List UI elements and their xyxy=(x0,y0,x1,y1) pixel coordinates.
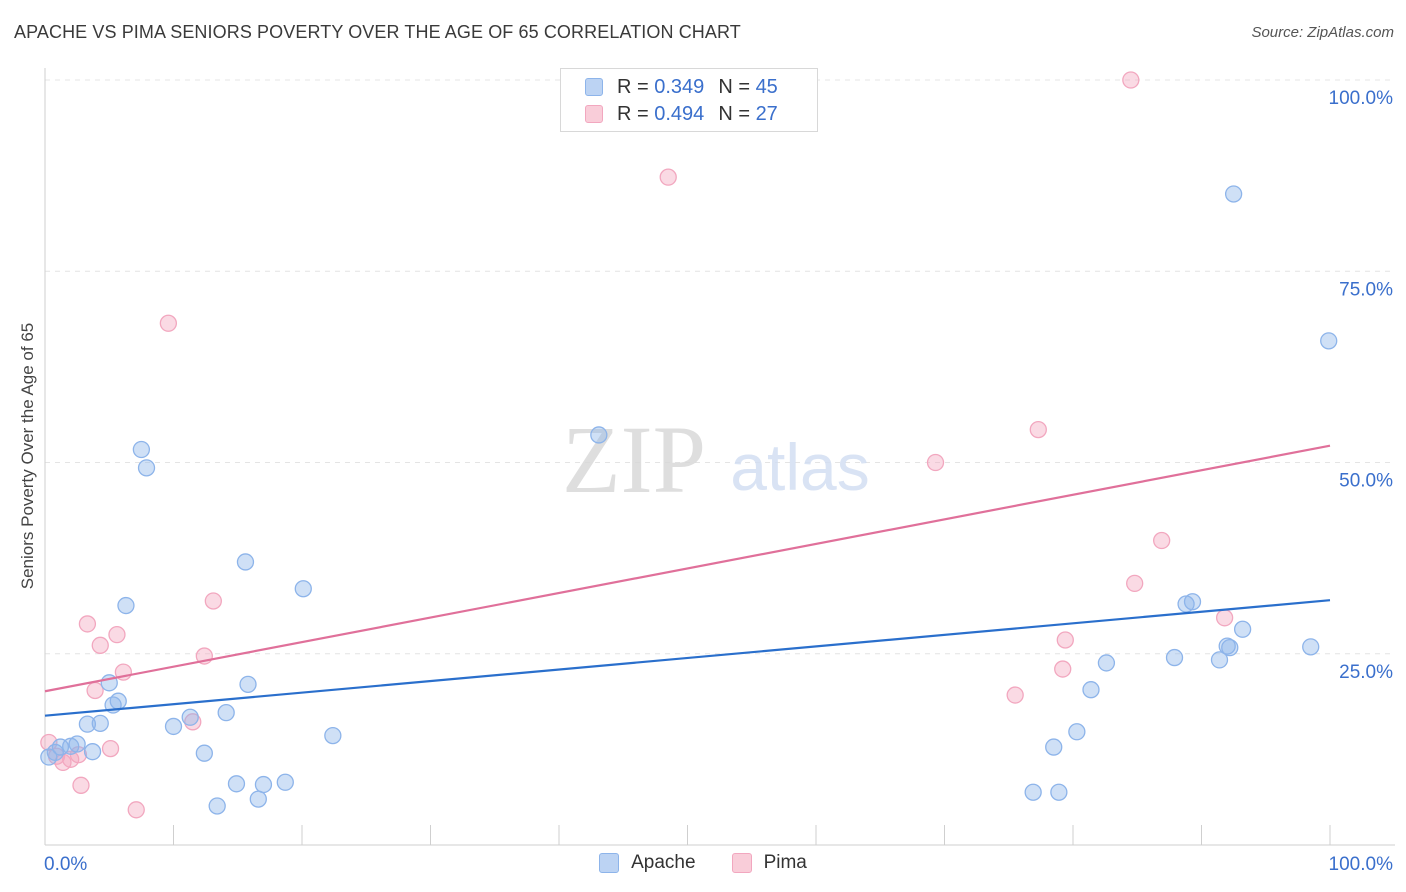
gridlines xyxy=(45,79,1395,655)
apache-n-label: N = xyxy=(718,75,750,98)
pima-n-value: 27 xyxy=(755,102,778,125)
apache-point-10 xyxy=(109,692,127,710)
apache-point-40 xyxy=(1233,620,1252,638)
apache-point-32 xyxy=(1082,681,1100,699)
apache-point-29 xyxy=(1045,738,1063,756)
watermark-zip: ZIP xyxy=(562,406,706,513)
pima-point-5 xyxy=(72,776,90,794)
apache-point-27 xyxy=(590,426,608,444)
watermark: ZIP atlas xyxy=(562,406,870,513)
apache-point-7 xyxy=(91,714,109,733)
legend-item-apache: Apache xyxy=(599,852,696,874)
pima-r-label: R = xyxy=(617,102,649,125)
apache-swatch xyxy=(585,78,603,96)
axes xyxy=(44,68,1395,846)
legend-row-pima: R = 0.494 N = 27 xyxy=(585,101,778,127)
x-tick-label-0: 0.0% xyxy=(44,854,87,875)
pima-point-22 xyxy=(1056,631,1074,649)
y-tick-label-3: 100.0% xyxy=(1329,88,1394,109)
pima-point-23 xyxy=(1126,574,1144,593)
trendlines xyxy=(44,444,1331,717)
apache-point-5 xyxy=(78,715,97,733)
pima-point-14 xyxy=(184,713,202,731)
apache-point-36 xyxy=(1183,593,1202,611)
legend-item-pima: Pima xyxy=(731,852,807,874)
apache-r-label: R = xyxy=(617,75,649,98)
y-tick-label-0: 25.0% xyxy=(1339,662,1393,683)
apache-point-43 xyxy=(1320,332,1338,350)
apache-point-21 xyxy=(239,675,257,693)
pima-point-10 xyxy=(108,625,126,644)
series-legend: Apache Pima xyxy=(0,852,1406,874)
apache-point-30 xyxy=(1050,783,1068,801)
apache-point-33 xyxy=(1097,654,1116,672)
apache-point-25 xyxy=(294,580,312,598)
pima-swatch xyxy=(585,105,603,123)
pima-point-6 xyxy=(78,615,97,633)
apache-point-26 xyxy=(324,726,342,745)
pima-point-25 xyxy=(1153,531,1171,550)
apache-point-42 xyxy=(1302,638,1320,656)
pima-legend-label: Pima xyxy=(763,852,807,873)
apache-point-6 xyxy=(83,743,102,761)
apache-point-19 xyxy=(227,775,246,793)
pima-point-7 xyxy=(86,681,104,700)
tick-labels: 25.0% 50.0% 75.0% 100.0% 0.0% 100.0% xyxy=(44,88,1393,875)
apache-point-14 xyxy=(164,717,183,736)
pima-legend-swatch xyxy=(731,853,752,873)
pima-r-value: 0.494 xyxy=(654,102,705,125)
apache-point-18 xyxy=(217,704,235,722)
apache-r-value: 0.349 xyxy=(654,75,705,98)
apache-legend-swatch xyxy=(599,853,620,873)
pima-point-17 xyxy=(659,168,677,186)
apache-point-22 xyxy=(249,790,267,808)
apache-point-28 xyxy=(1024,783,1042,801)
x-tick-label-1: 100.0% xyxy=(1329,854,1394,875)
apache-point-34 xyxy=(1165,648,1184,667)
apache-points xyxy=(40,185,1338,815)
pima-point-18 xyxy=(926,453,945,472)
pima-point-26 xyxy=(1215,609,1234,627)
pima-trendline xyxy=(44,444,1331,693)
chart-title: APACHE VS PIMA SENIORS POVERTY OVER THE … xyxy=(14,22,741,42)
y-axis-label: Seniors Poverty Over the Age of 65 xyxy=(18,322,37,590)
y-tick-label-1: 50.0% xyxy=(1339,471,1393,492)
pima-point-21 xyxy=(1054,660,1072,678)
apache-point-16 xyxy=(195,744,213,762)
pima-point-9 xyxy=(101,739,120,758)
apache-point-15 xyxy=(181,708,199,726)
legend-row-apache: R = 0.349 N = 45 xyxy=(585,74,778,100)
pima-point-20 xyxy=(1029,420,1047,439)
pima-points xyxy=(40,71,1234,819)
apache-point-13 xyxy=(137,459,156,477)
apache-point-37 xyxy=(1210,651,1229,669)
pima-point-8 xyxy=(91,636,109,654)
apache-point-41 xyxy=(1224,185,1243,203)
pima-point-13 xyxy=(159,314,178,332)
correlation-legend: R = 0.349 N = 45 R = 0.494 N = 27 xyxy=(560,68,818,132)
apache-point-17 xyxy=(208,797,226,815)
apache-legend-label: Apache xyxy=(631,852,696,873)
apache-point-4 xyxy=(68,735,86,753)
apache-point-31 xyxy=(1068,723,1086,741)
watermark-atlas: atlas xyxy=(730,430,869,504)
apache-point-24 xyxy=(276,773,294,791)
apache-n-value: 45 xyxy=(755,75,778,98)
apache-point-12 xyxy=(132,440,151,459)
pima-point-12 xyxy=(127,801,145,819)
y-tick-label-2: 75.0% xyxy=(1339,279,1393,300)
pima-point-16 xyxy=(204,592,222,610)
pima-n-label: N = xyxy=(718,102,750,125)
pima-point-24 xyxy=(1122,71,1140,89)
source-label: Source: ZipAtlas.com xyxy=(1251,24,1394,41)
pima-point-19 xyxy=(1006,686,1024,704)
apache-point-39 xyxy=(1221,638,1239,657)
apache-trendline xyxy=(44,599,1331,717)
apache-point-23 xyxy=(254,775,273,794)
apache-point-11 xyxy=(117,596,135,615)
apache-point-20 xyxy=(236,553,255,571)
